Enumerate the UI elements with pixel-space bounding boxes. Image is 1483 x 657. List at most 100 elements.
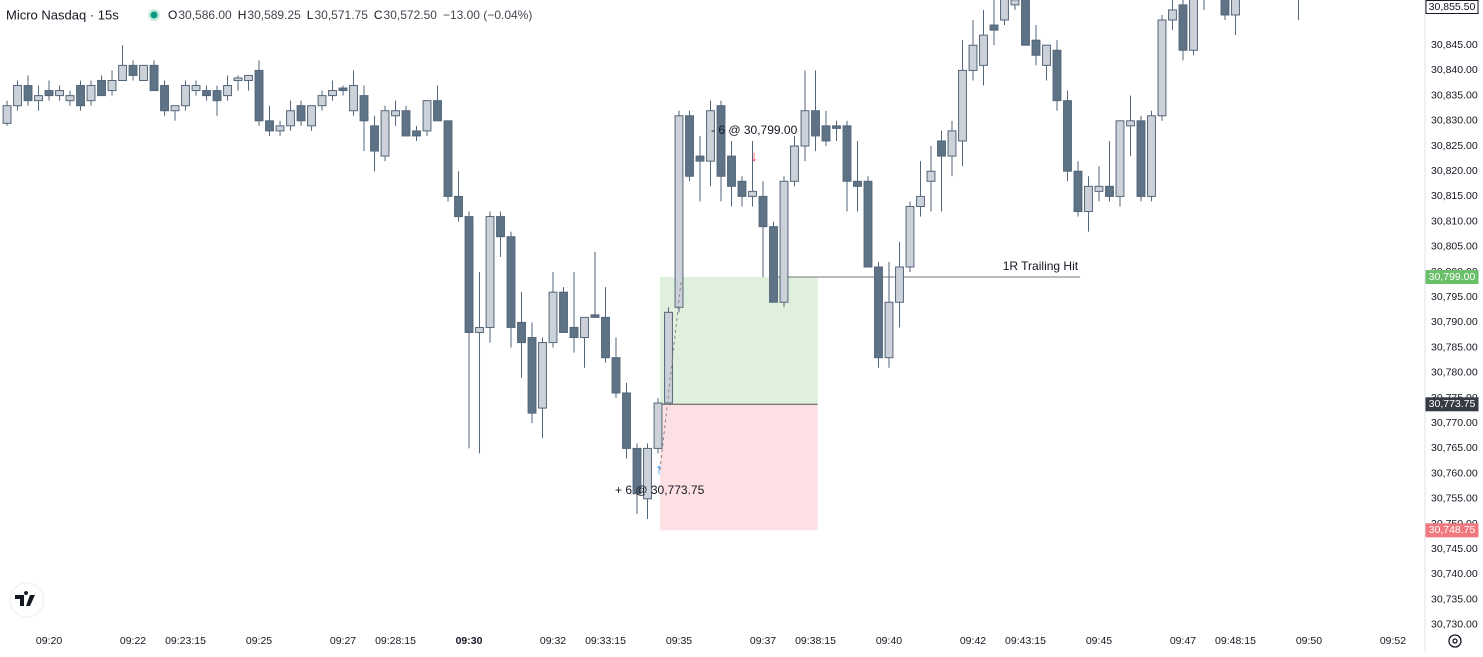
candle-body bbox=[254, 69, 264, 122]
x-tick-label: 09:38:15 bbox=[795, 635, 836, 647]
candle-body bbox=[1073, 170, 1083, 213]
candle-body bbox=[611, 357, 621, 394]
candle-body bbox=[433, 100, 442, 122]
candle-body bbox=[569, 326, 579, 339]
candle-body bbox=[695, 155, 705, 162]
ohlc-value: 30,589.25 bbox=[247, 8, 301, 22]
candle-body bbox=[13, 85, 22, 107]
candle-body bbox=[391, 110, 400, 117]
candle-body bbox=[1136, 120, 1146, 197]
candle-body bbox=[884, 301, 894, 359]
ohlc-key: H bbox=[238, 8, 247, 22]
candle-body bbox=[1094, 185, 1104, 192]
candle-body bbox=[275, 125, 285, 132]
candle-body bbox=[86, 85, 96, 102]
candle-body bbox=[1126, 120, 1135, 127]
x-tick-label: 09:48:15 bbox=[1215, 635, 1256, 647]
y-tick-label: 30,810.00 bbox=[1431, 215, 1478, 227]
y-tick-label: 30,830.00 bbox=[1431, 115, 1478, 127]
candle-body bbox=[664, 311, 673, 404]
x-tick-label: 09:45 bbox=[1086, 635, 1112, 647]
candle-body bbox=[401, 110, 411, 137]
candle-body bbox=[905, 205, 915, 268]
y-tick-label: 30,840.00 bbox=[1431, 64, 1478, 76]
settings-icon[interactable] bbox=[1448, 634, 1462, 648]
trade-arrow: ↑ bbox=[655, 461, 663, 478]
y-tick-label: 30,755.00 bbox=[1431, 493, 1478, 505]
x-tick-label: 09:32 bbox=[540, 635, 566, 647]
candle-body bbox=[685, 115, 694, 177]
logo-bg bbox=[9, 582, 45, 618]
candle-body bbox=[212, 90, 222, 102]
candle-body bbox=[895, 266, 904, 303]
x-tick-label: 09:52 bbox=[1380, 635, 1406, 647]
candle-body bbox=[412, 130, 421, 137]
tv-logo[interactable] bbox=[9, 582, 45, 618]
y-tick-label: 30,730.00 bbox=[1431, 619, 1478, 631]
candle-body bbox=[1147, 115, 1156, 197]
y-tick-label: 30,835.00 bbox=[1431, 89, 1478, 101]
candle-body bbox=[622, 392, 631, 449]
status-dot bbox=[150, 11, 158, 19]
candle-body bbox=[233, 77, 243, 81]
candle-body bbox=[1010, 0, 1020, 6]
candle-body bbox=[601, 316, 610, 359]
candle-body bbox=[716, 105, 726, 177]
y-tick-label: 30,845.00 bbox=[1431, 39, 1478, 51]
candle-body bbox=[989, 24, 999, 31]
candle-body bbox=[286, 110, 295, 127]
candle-body bbox=[832, 125, 841, 129]
logo-mark bbox=[15, 591, 35, 606]
candle-body bbox=[23, 85, 33, 102]
ohlc-header: O 30,586.00 H 30,589.25 L 30,571.75 C 30,572.50… bbox=[168, 8, 532, 22]
x-tick-label: 09:22 bbox=[120, 635, 146, 647]
candle-body bbox=[1189, 0, 1198, 51]
candle-body bbox=[191, 85, 201, 92]
x-tick-label: 09:30 bbox=[456, 635, 483, 647]
y-tick-label: 30,820.00 bbox=[1431, 165, 1478, 177]
candle-body bbox=[1157, 19, 1167, 117]
candle-body bbox=[947, 130, 957, 157]
price-tag-label: 30,773.75 bbox=[1429, 398, 1476, 410]
price-tag bbox=[1425, 270, 1479, 285]
candle-body bbox=[643, 447, 652, 500]
ohlc-value: 30,572.50 bbox=[384, 8, 438, 22]
candle-body bbox=[779, 180, 789, 303]
candle-body bbox=[496, 216, 505, 238]
y-tick-label: 30,785.00 bbox=[1431, 341, 1478, 353]
candle-body bbox=[1042, 44, 1051, 66]
candle-body bbox=[485, 216, 495, 328]
price-tag bbox=[1425, 523, 1479, 538]
candle-body bbox=[307, 105, 316, 127]
candle-body bbox=[527, 337, 537, 414]
candle-body bbox=[464, 216, 474, 333]
candle-body bbox=[170, 105, 180, 112]
candle-body bbox=[1220, 0, 1230, 16]
candle-body bbox=[338, 87, 348, 92]
ohlc-key: O bbox=[168, 8, 177, 22]
x-tick-label: 09:20 bbox=[36, 635, 62, 647]
candle-body bbox=[1084, 185, 1093, 213]
candle-body bbox=[1063, 100, 1072, 172]
x-tick-label: 09:47 bbox=[1170, 635, 1196, 647]
candle-body bbox=[758, 195, 768, 228]
candle-body bbox=[979, 34, 988, 66]
y-tick-label: 30,745.00 bbox=[1431, 543, 1478, 555]
candle-body bbox=[422, 100, 432, 132]
candle-body bbox=[349, 85, 358, 112]
candle-body bbox=[1031, 39, 1041, 56]
candle-body bbox=[559, 291, 568, 333]
price-tag-label: 30,799.00 bbox=[1429, 271, 1476, 283]
x-tick-label: 09:40 bbox=[876, 635, 902, 647]
candle-body bbox=[55, 90, 64, 97]
x-tick-label: 09:27 bbox=[330, 635, 356, 647]
candle-body bbox=[149, 64, 159, 92]
y-tick-label: 30,760.00 bbox=[1431, 467, 1478, 479]
x-tick-label: 09:25 bbox=[246, 635, 272, 647]
candle-body bbox=[1231, 0, 1240, 16]
x-tick-label: 09:28:15 bbox=[375, 635, 416, 647]
ohlc-key: L bbox=[307, 8, 314, 22]
candle-body bbox=[632, 447, 642, 495]
ohlc-value: 30,571.75 bbox=[314, 8, 368, 22]
y-tick-label: 30,805.00 bbox=[1431, 241, 1478, 253]
